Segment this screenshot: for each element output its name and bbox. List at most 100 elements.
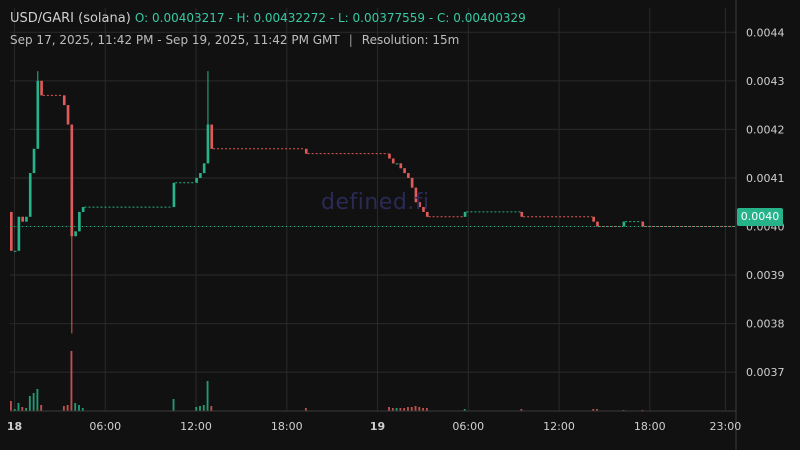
candle-body (81, 207, 85, 212)
volume-bar (21, 407, 24, 411)
x-axis: 18 06:00 12:00 18:00 19 06:00 12:00 18:00 23:00 (7, 410, 742, 433)
x-tick-label: 12:00 (543, 420, 575, 433)
candle-body (391, 158, 395, 164)
candle-body (403, 168, 406, 174)
volume-bar (74, 403, 77, 411)
candle-body (199, 173, 202, 178)
candle-body (641, 221, 645, 227)
volume-bar (596, 409, 598, 411)
low-label: L: (337, 11, 349, 25)
volume-bar (10, 401, 12, 411)
candle-body (28, 173, 32, 217)
y-tick-label: 0.0044 (746, 26, 785, 39)
high-label: H: (236, 11, 250, 25)
candle-body (66, 105, 70, 125)
candle-body (422, 207, 425, 212)
candle-body (25, 216, 28, 222)
candle-body (596, 221, 599, 227)
candle-body (414, 187, 418, 203)
volume-bar (62, 406, 65, 411)
volume-bar (418, 407, 421, 411)
volume-bar (199, 406, 201, 411)
chart-subheader: Sep 17, 2025, 11:42 PM - Sep 19, 2025, 1… (10, 33, 459, 47)
close-label: C: (437, 11, 450, 25)
volume-bar (25, 408, 27, 411)
resolution[interactable]: Resolution: 15m (361, 33, 460, 47)
volume-bars (10, 351, 644, 411)
volume-bar (403, 408, 406, 411)
volume-bar (81, 408, 84, 411)
y-tick-label: 0.0038 (746, 318, 785, 331)
volume-bar (195, 407, 198, 411)
volume-bar (414, 406, 417, 411)
y-tick-label: 0.0041 (746, 172, 785, 185)
volume-bar (70, 351, 73, 411)
candle-body (13, 250, 17, 252)
candle-body (40, 80, 43, 96)
pair-name: USD/GARI (solana) (10, 11, 131, 26)
candle-body (304, 148, 308, 154)
candle-body (70, 124, 74, 237)
date-range: Sep 17, 2025, 11:42 PM - Sep 19, 2025, 1… (10, 33, 340, 47)
candle-body (520, 211, 524, 217)
volume-bar (304, 408, 307, 411)
volume-bar (17, 403, 20, 411)
x-tick-label: 12:00 (180, 420, 212, 433)
x-tick-label: 19 (370, 420, 385, 433)
open-value: 0.00403217 (152, 11, 225, 25)
x-tick-label: 23:00 (710, 420, 742, 433)
candle-body (36, 80, 40, 149)
chart-grid (10, 8, 736, 411)
volume-bar (32, 393, 35, 411)
candle-body (21, 216, 24, 222)
candle-body (210, 124, 214, 149)
candle-body (10, 211, 13, 251)
volume-bar (520, 409, 523, 411)
candlestick-series (10, 71, 736, 334)
volume-bar (407, 407, 409, 411)
high-value: 0.00432272 (253, 11, 326, 25)
candle-body (74, 231, 77, 237)
volume-bar (78, 405, 80, 411)
candle-body (17, 216, 21, 251)
volume-bar (425, 408, 428, 411)
volume-bar (202, 405, 205, 411)
x-tick-label: 18:00 (634, 420, 666, 433)
volume-bar (210, 406, 213, 411)
candle-body (78, 211, 81, 232)
volume-bar (592, 409, 595, 411)
x-tick-label: 06:00 (89, 420, 121, 433)
x-tick-label: 18:00 (271, 420, 303, 433)
volume-bar (388, 407, 390, 411)
candle-body (395, 163, 399, 165)
y-tick-label: 0.0043 (746, 75, 785, 88)
candle-body (622, 221, 626, 227)
x-tick-label: 06:00 (452, 420, 484, 433)
candle-body (425, 211, 429, 217)
candle-body (172, 182, 176, 208)
y-axis: 0.0044 0.0043 0.0042 0.0041 0.0040 0.0039 0.00… (735, 0, 785, 450)
volume-bar (410, 407, 413, 411)
candle-body (202, 163, 206, 174)
x-tick-label: 18 (7, 420, 22, 433)
close-value: 0.00400329 (453, 11, 526, 25)
volume-bar (391, 408, 394, 411)
candle-body (195, 177, 198, 183)
candle-body (206, 124, 210, 164)
volume-bar (399, 408, 402, 411)
candle-body (418, 202, 422, 208)
y-tick-label: 0.0039 (746, 269, 785, 282)
volume-bar (13, 409, 16, 411)
candle-body (410, 177, 414, 188)
volume-bar (395, 408, 398, 411)
current-price-tag: 0.0040 (737, 208, 783, 226)
candle-body (592, 216, 595, 222)
candle-body (463, 211, 467, 217)
candle-body (399, 163, 403, 169)
volume-bar (36, 389, 39, 411)
separator: | (348, 33, 353, 47)
candle-body (62, 95, 66, 106)
chart-header: USD/GARI (solana) O: 0.00403217 - H: 0.0… (10, 11, 526, 26)
y-tick-label: 0.0042 (746, 123, 785, 136)
